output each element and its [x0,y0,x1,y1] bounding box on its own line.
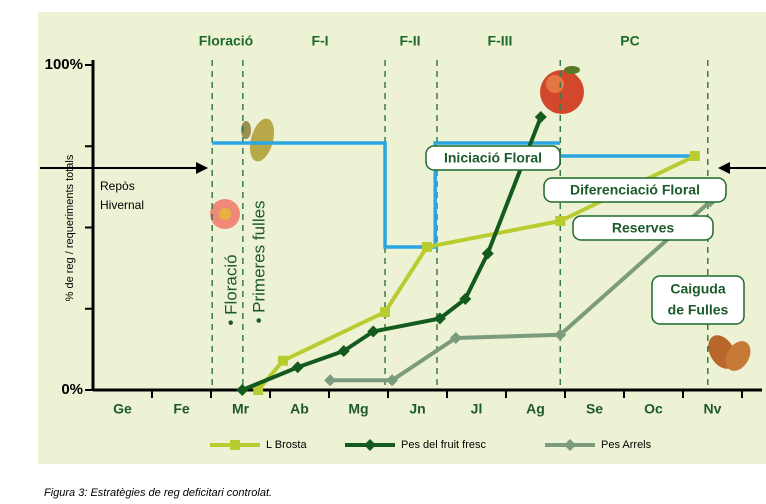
phase-label: F-II [400,33,421,49]
rotated-label: • Floració [221,254,240,325]
x-tick-label: Fe [173,401,190,417]
legend-label: Pes del fruit fresc [401,439,486,451]
phase-label: PC [620,33,639,49]
x-tick-label: Ag [526,401,545,417]
x-tick-label: Mg [348,401,368,417]
flower-icon [210,199,240,229]
annotation: Iniciació Floral [444,150,542,166]
phase-label: Floració [199,33,253,49]
legend-label: L Brosta [266,439,307,451]
point [278,356,288,366]
annotation: Diferenciació Floral [570,182,700,198]
point [555,216,565,226]
chart: % de reg / requeriments totals Figura 3:… [0,0,766,504]
phase-label: F-I [311,33,328,49]
x-tick-label: Mr [232,401,250,417]
y-axis-label: % de reg / requeriments totals [64,154,76,301]
x-tick-label: Jn [409,401,425,417]
x-tick-label: Ab [290,401,309,417]
phase-label: F-III [488,33,513,49]
point [690,151,700,161]
x-tick-label: Ge [113,401,132,417]
annotation: Reserves [612,220,674,236]
point [422,242,432,252]
y-tick-label: 100% [45,56,83,73]
rest-label: Repòs [100,179,135,193]
y-tick-label: 0% [61,381,83,398]
x-tick-label: Oc [644,401,663,417]
point [380,307,390,317]
rest-label: Hivernal [100,198,144,212]
legend-marker [230,440,240,450]
caption: Figura 3: Estratègies de reg deficitari … [44,487,272,499]
x-tick-label: Se [586,401,603,417]
annotation: de Fulles [668,302,729,318]
x-tick-label: Nv [704,401,722,417]
rotated-label: • Primeres fulles [249,200,268,323]
x-tick-label: Jl [471,401,483,417]
legend-label: Pes Arrels [601,439,652,451]
annotation: Caiguda [670,281,725,297]
